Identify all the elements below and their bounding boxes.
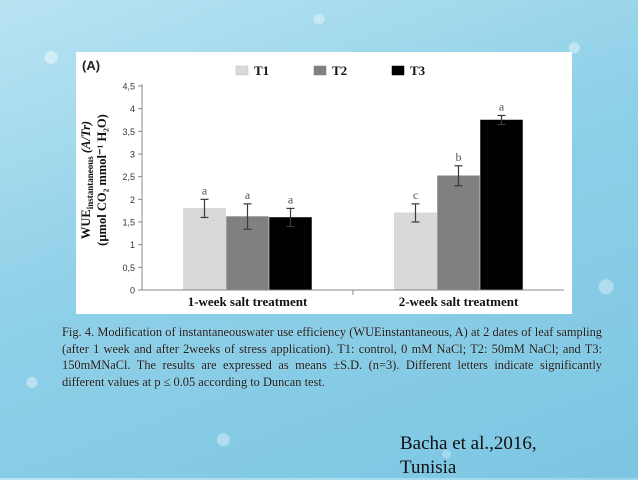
significance-letter: a <box>245 188 251 202</box>
significance-letter: b <box>456 150 462 164</box>
y-axis-title: WUEinstantaneous (A/Tr) (µmol CO₂ mmol⁻¹… <box>79 114 109 246</box>
legend-swatch-t2 <box>313 65 327 76</box>
legend-swatch-t1 <box>235 65 249 76</box>
y-axis-title-units: (µmol CO₂ mmol⁻¹ H₂O) <box>95 114 109 246</box>
y-axis-title-subscript: instantaneous <box>85 156 95 210</box>
y-tick-label: 2,5 <box>122 172 135 182</box>
significance-letter: a <box>499 99 505 113</box>
y-tick-label: 0,5 <box>122 263 135 273</box>
y-axis-title-prefix: WUE <box>79 209 93 239</box>
y-tick-label: 0 <box>130 286 135 296</box>
legend-label-t2: T2 <box>332 63 347 78</box>
significance-letter: a <box>288 192 294 206</box>
y-tick-label: 4,5 <box>122 82 135 92</box>
x-tick-label: 1-week salt treatment <box>188 294 308 309</box>
panel-label: (A) <box>82 58 100 73</box>
citation: Bacha et al.,2016, Tunisia <box>400 432 630 480</box>
bar-t1 <box>183 208 226 291</box>
y-tick-label: 1,5 <box>122 218 135 228</box>
legend-swatch-t3 <box>391 65 405 76</box>
y-axis-title-suffix: (A/Tr) <box>79 121 93 156</box>
bar-t3 <box>480 119 523 291</box>
y-tick-label: 1 <box>130 240 135 250</box>
x-axis: 1-week salt treatment 2-week salt treatme… <box>142 289 564 309</box>
svg-text:WUEinstantaneous (A/Tr): WUEinstantaneous (A/Tr) <box>79 121 95 239</box>
bar-t2 <box>437 175 480 291</box>
bar-series: a c a b a a <box>183 99 523 291</box>
wue-bar-chart: (A) WUEinstantaneous (A/Tr) (µmol CO₂ mm… <box>79 58 564 309</box>
chart-legend: T1 T2 T3 <box>235 63 426 78</box>
y-tick-label: 3 <box>130 150 135 160</box>
legend-label-t3: T3 <box>410 63 426 78</box>
y-tick-label: 4 <box>130 104 135 114</box>
bar-t3 <box>269 217 312 291</box>
citation-line-1: Bacha et al.,2016, <box>400 433 537 454</box>
chart-panel: (A) WUEinstantaneous (A/Tr) (µmol CO₂ mm… <box>76 52 572 314</box>
citation-line-2: Tunisia <box>400 457 457 478</box>
x-tick-label: 2-week salt treatment <box>399 294 519 309</box>
y-axis: 0 0,5 1 1,5 2 2,5 3 3,5 4 4,5 <box>122 82 143 296</box>
figure-caption: Fig. 4. Modification of instantaneouswat… <box>62 325 602 389</box>
bar-t1 <box>394 212 437 291</box>
significance-letter: c <box>413 188 418 202</box>
legend-label-t1: T1 <box>254 63 269 78</box>
y-tick-label: 3,5 <box>122 127 135 137</box>
significance-letter: a <box>202 183 208 197</box>
y-tick-label: 2 <box>130 195 135 205</box>
